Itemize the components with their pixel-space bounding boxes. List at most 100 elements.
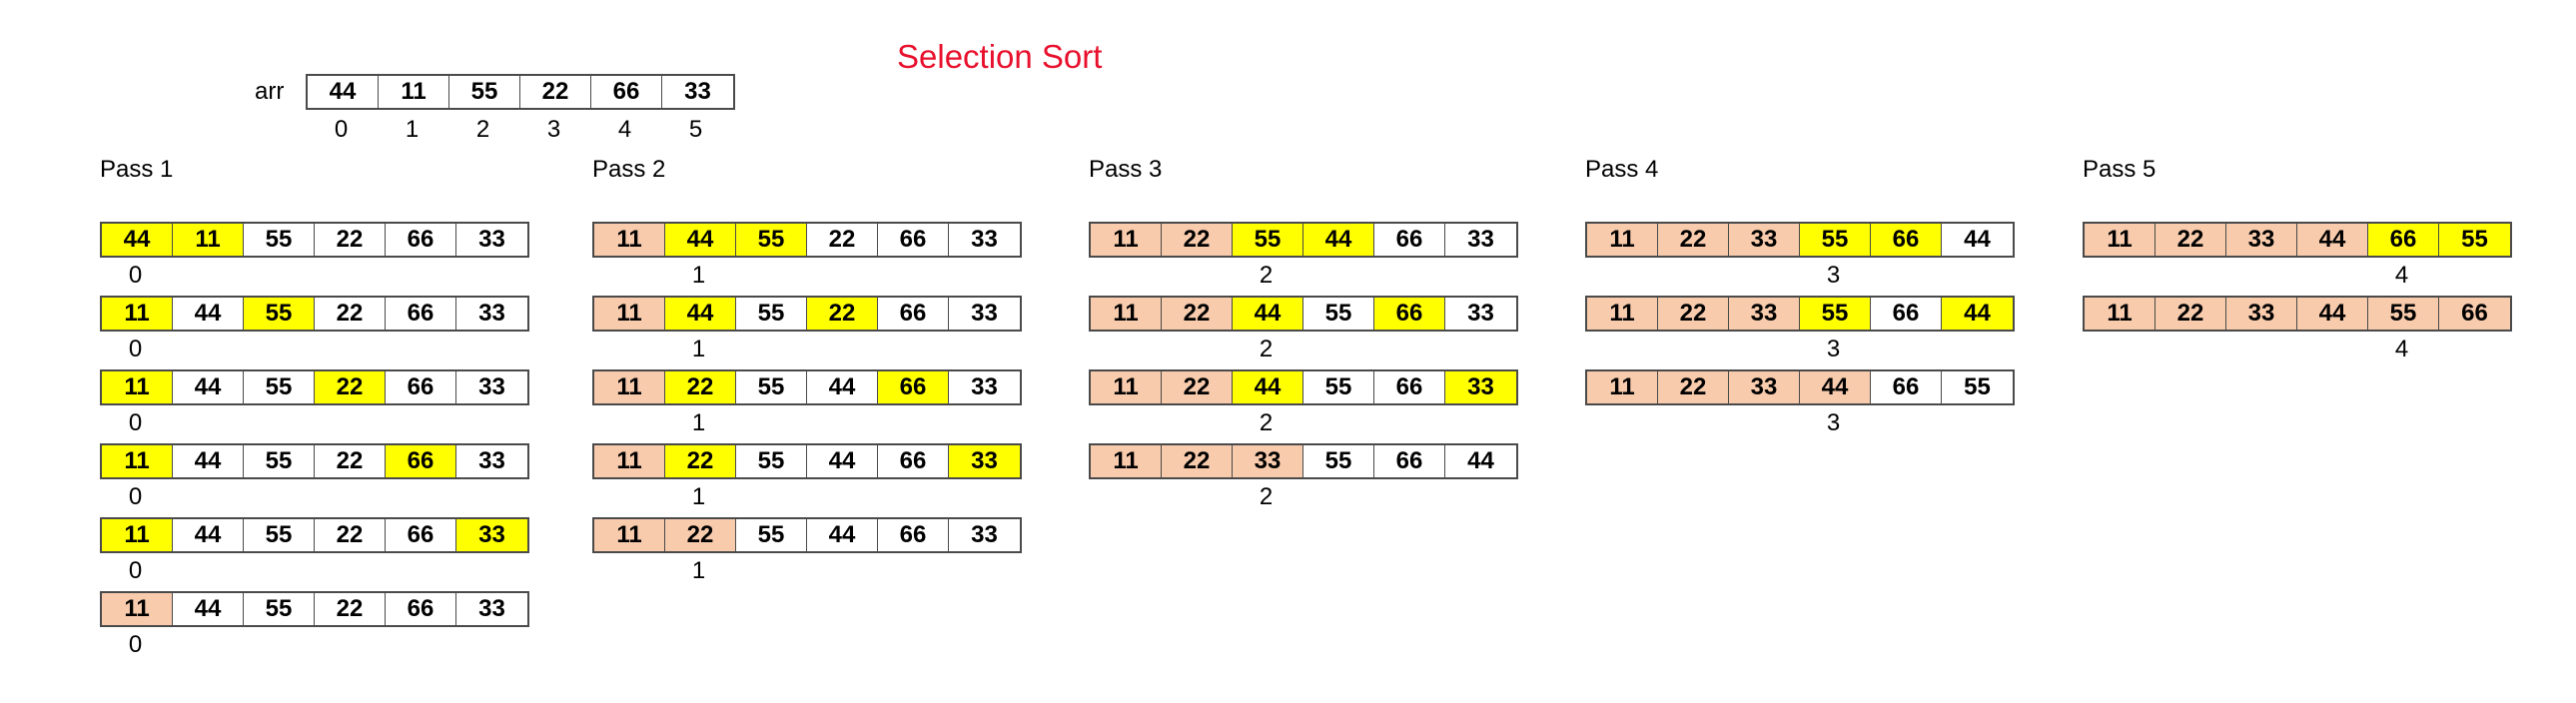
sorted-cell: 11 [1091, 298, 1162, 330]
array-cell: 33 [949, 371, 1020, 403]
sorted-cell: 33 [1729, 298, 1800, 330]
pass-step-row: 11 44 55 22 66 33 [100, 443, 529, 479]
sorted-cell: 22 [2155, 224, 2226, 256]
array-cell: 55 [1303, 445, 1374, 477]
sorted-cell: 44 [2297, 298, 2368, 330]
array-cell: 44 [173, 371, 244, 403]
min-index-label: 0 [128, 409, 143, 436]
array-label: arr [255, 78, 285, 105]
array-cell: 11 [379, 76, 449, 108]
min-index-label: 1 [691, 262, 706, 289]
sorted-cell: 11 [594, 445, 665, 477]
pass-title: Pass 3 [1089, 156, 1163, 183]
array-cell: 66 [386, 593, 456, 625]
min-index-label: 1 [691, 483, 706, 510]
sorted-cell: 11 [594, 224, 665, 256]
pass-step-row: 11 22 44 55 66 33 [1089, 296, 1518, 332]
array-cell: 33 [949, 519, 1020, 551]
array-cell: 33 [949, 298, 1020, 330]
sorted-cell: 22 [1658, 298, 1729, 330]
array-index: 0 [334, 116, 349, 143]
array-cell: 22 [315, 298, 386, 330]
compared-cell: 44 [1303, 224, 1374, 256]
sorted-cell: 11 [1091, 224, 1162, 256]
page-title: Selection Sort [897, 38, 1103, 75]
array-cell: 44 [807, 519, 878, 551]
min-index-label: 1 [691, 557, 706, 584]
compared-cell: 33 [456, 519, 527, 551]
compared-cell: 66 [2368, 224, 2439, 256]
array-cell: 55 [244, 519, 315, 551]
array-index: 1 [405, 116, 420, 143]
array-cell: 44 [807, 371, 878, 403]
sorted-cell: 22 [1658, 224, 1729, 256]
sorted-cell: 22 [2155, 298, 2226, 330]
sorted-cell: 11 [1091, 371, 1162, 403]
pass-title: Pass 4 [1585, 156, 1659, 183]
compared-cell: 44 [1233, 298, 1303, 330]
array-cell: 55 [736, 298, 807, 330]
sorted-cell: 11 [1587, 298, 1658, 330]
compared-cell: 66 [1871, 224, 1942, 256]
min-index-label: 2 [1259, 409, 1274, 436]
compared-cell: 33 [1445, 371, 1516, 403]
array-cell: 44 [807, 445, 878, 477]
min-index-label: 2 [1259, 262, 1274, 289]
min-index-label: 0 [128, 631, 143, 658]
array-cell: 55 [1303, 371, 1374, 403]
sorted-cell: 22 [1162, 371, 1233, 403]
min-index-label: 3 [1826, 336, 1841, 362]
min-index-label: 0 [128, 557, 143, 584]
sorted-cell: 22 [1162, 445, 1233, 477]
array-cell: 44 [1942, 224, 2013, 256]
compared-cell: 22 [807, 298, 878, 330]
array-cell: 66 [386, 519, 456, 551]
min-index-label: 4 [2394, 336, 2409, 362]
array-cell: 55 [244, 445, 315, 477]
array-cell: 22 [315, 445, 386, 477]
compared-cell: 22 [665, 371, 736, 403]
array-cell: 33 [1445, 224, 1516, 256]
array-cell: 33 [456, 593, 527, 625]
min-index-label: 4 [2394, 262, 2409, 289]
sorted-cell: 11 [1091, 445, 1162, 477]
array-cell: 22 [520, 76, 591, 108]
pass-step-row: 11 22 33 44 55 66 [2083, 296, 2512, 332]
array-cell: 55 [1942, 371, 2013, 403]
sorted-cell: 11 [594, 371, 665, 403]
array-cell: 55 [736, 371, 807, 403]
compared-cell: 55 [244, 298, 315, 330]
array-cell: 22 [315, 224, 386, 256]
pass-step-row: 11 44 55 22 66 33 [592, 222, 1022, 258]
array-cell: 44 [308, 76, 379, 108]
compared-cell: 55 [1800, 224, 1871, 256]
compared-cell: 11 [102, 519, 173, 551]
array-cell: 66 [386, 371, 456, 403]
compared-cell: 66 [386, 445, 456, 477]
pass-step-row: 11 22 55 44 66 33 [592, 443, 1022, 479]
array-cell: 55 [736, 519, 807, 551]
array-cell: 55 [244, 224, 315, 256]
array-cell: 66 [591, 76, 662, 108]
pass-step-row: 11 22 55 44 66 33 [1089, 222, 1518, 258]
compared-cell: 44 [102, 224, 173, 256]
array-cell: 33 [456, 445, 527, 477]
array-cell: 66 [386, 224, 456, 256]
compared-cell: 22 [665, 445, 736, 477]
sorted-cell: 11 [1587, 371, 1658, 403]
pass-step-row: 11 22 55 44 66 33 [592, 517, 1022, 553]
array-index: 5 [688, 116, 703, 143]
pass-step-row: 11 44 55 22 66 33 [592, 296, 1022, 332]
array-cell: 22 [807, 224, 878, 256]
pass-step-row: 11 44 55 22 66 33 [100, 296, 529, 332]
sorted-cell: 55 [2368, 298, 2439, 330]
array-cell: 44 [173, 445, 244, 477]
pass-step-row: 11 22 44 55 66 33 [1089, 369, 1518, 405]
sorted-cell: 22 [665, 519, 736, 551]
array-cell: 66 [1871, 298, 1942, 330]
pass-step-row: 11 22 33 55 66 44 [1089, 443, 1518, 479]
min-index-label: 0 [128, 262, 143, 289]
array-cell: 22 [315, 593, 386, 625]
compared-cell: 44 [665, 298, 736, 330]
array-cell: 22 [315, 519, 386, 551]
